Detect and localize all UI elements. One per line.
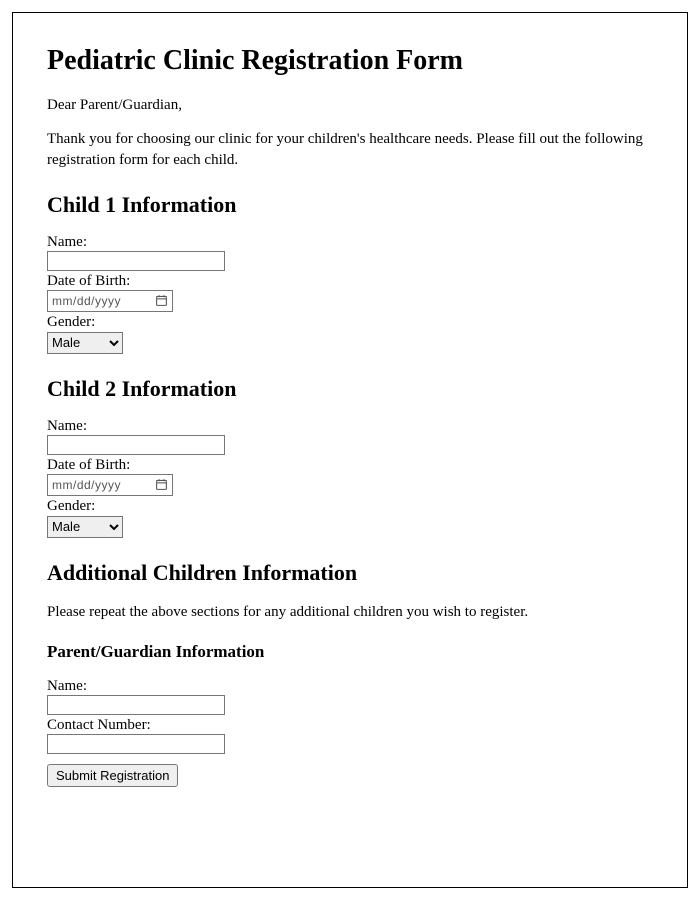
child2-name-label: Name: [47,418,653,435]
calendar-icon [155,478,168,491]
parent-heading: Parent/Guardian Information [47,642,653,662]
child2-dob-input[interactable]: mm/dd/yyyy [47,474,173,496]
child1-gender-label: Gender: [47,314,653,331]
child2-gender-label: Gender: [47,498,653,515]
submit-button[interactable]: Submit Registration [47,764,178,787]
parent-contact-input[interactable] [47,734,225,754]
greeting-text: Dear Parent/Guardian, [47,95,653,115]
child2-heading: Child 2 Information [47,376,653,402]
additional-heading: Additional Children Information [47,560,653,586]
intro-text: Thank you for choosing our clinic for yo… [47,129,653,170]
registration-form-page: Pediatric Clinic Registration Form Dear … [12,12,688,888]
child1-dob-label: Date of Birth: [47,273,653,290]
parent-name-label: Name: [47,678,653,695]
child2-dob-label: Date of Birth: [47,457,653,474]
child1-name-input[interactable] [47,251,225,271]
child2-dob-placeholder: mm/dd/yyyy [52,478,121,492]
child1-heading: Child 1 Information [47,192,653,218]
page-title: Pediatric Clinic Registration Form [47,45,653,77]
parent-name-input[interactable] [47,695,225,715]
child1-dob-input[interactable]: mm/dd/yyyy [47,290,173,312]
child1-dob-placeholder: mm/dd/yyyy [52,294,121,308]
child2-gender-select[interactable]: Male [47,516,123,538]
additional-note: Please repeat the above sections for any… [47,602,653,622]
child1-name-label: Name: [47,234,653,251]
calendar-icon [155,294,168,307]
child2-name-input[interactable] [47,435,225,455]
child1-gender-select[interactable]: Male [47,332,123,354]
parent-contact-label: Contact Number: [47,717,653,734]
